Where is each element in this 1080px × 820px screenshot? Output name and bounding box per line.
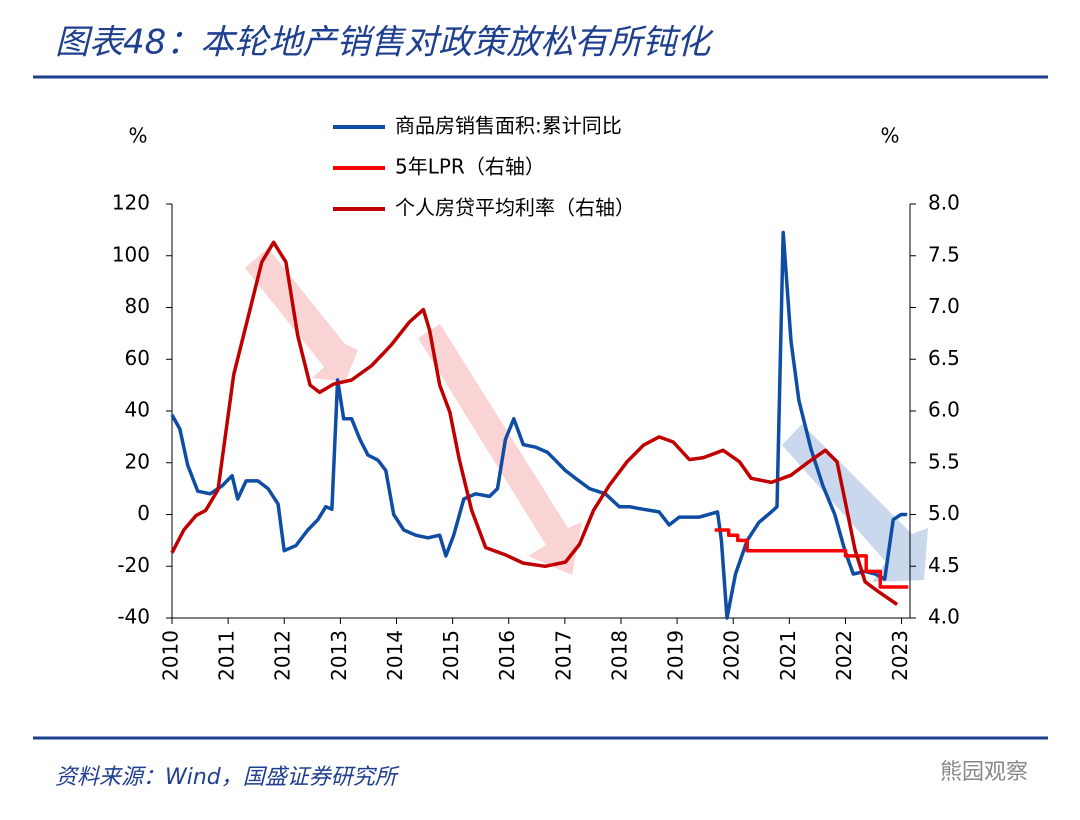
y-tick-label: -20	[117, 553, 150, 577]
legend-label: 5年LPR（右轴）	[395, 155, 545, 179]
source: 资料来源：Wind，国盛证券研究所	[55, 765, 400, 790]
x-tick-label: 2016	[495, 630, 519, 681]
series-line	[170, 240, 899, 606]
series-line	[714, 528, 909, 589]
trend-arrow	[782, 424, 928, 582]
x-tick-label: 2014	[383, 630, 407, 681]
y-tick-label: 100	[112, 242, 150, 266]
x-tick-label: 2020	[720, 630, 744, 681]
y-tick-label: 60	[125, 346, 150, 370]
x-tick-label: 2011	[215, 630, 239, 681]
y2-tick-label: 6.0	[928, 398, 960, 422]
y-tick-label: 120	[112, 191, 150, 215]
legend-label: 商品房销售面积:累计同比	[395, 114, 622, 138]
trend-arrow	[245, 248, 358, 382]
y-tick-label: 0	[137, 501, 150, 525]
x-tick-label: 2022	[832, 630, 856, 681]
y-unit: %	[128, 124, 147, 148]
y-tick-label: -40	[117, 605, 150, 629]
x-tick-label: 2017	[551, 630, 575, 681]
x-tick-label: 2019	[664, 630, 688, 681]
y2-unit: %	[880, 124, 899, 148]
y2-tick-label: 6.5	[928, 346, 960, 370]
series-line	[170, 230, 908, 620]
y2-tick-label: 5.5	[928, 449, 960, 473]
x-tick-label: 2010	[159, 630, 183, 681]
y-tick-label: 80	[125, 294, 150, 318]
x-tick-label: 2018	[607, 630, 631, 681]
x-tick-label: 2013	[327, 630, 351, 681]
y2-tick-label: 5.0	[928, 501, 960, 525]
x-tick-label: 2012	[271, 630, 295, 681]
x-tick-label: 2023	[888, 630, 912, 681]
watermark: 熊园观察	[940, 760, 1028, 785]
y2-tick-label: 7.0	[928, 294, 960, 318]
y2-tick-label: 4.0	[928, 605, 960, 629]
y2-tick-label: 4.5	[928, 553, 960, 577]
legend-label: 个人房贷平均利率（右轴）	[395, 196, 635, 220]
trend-arrow	[418, 324, 582, 575]
y2-tick-label: 7.5	[928, 242, 960, 266]
chart-title: 图表48：本轮地产销售对政策放松有所钝化	[55, 23, 714, 63]
y-tick-label: 20	[125, 449, 150, 473]
x-tick-label: 2015	[439, 630, 463, 681]
y-tick-label: 40	[125, 398, 150, 422]
y2-tick-label: 8.0	[928, 191, 960, 215]
x-tick-label: 2021	[776, 630, 800, 681]
